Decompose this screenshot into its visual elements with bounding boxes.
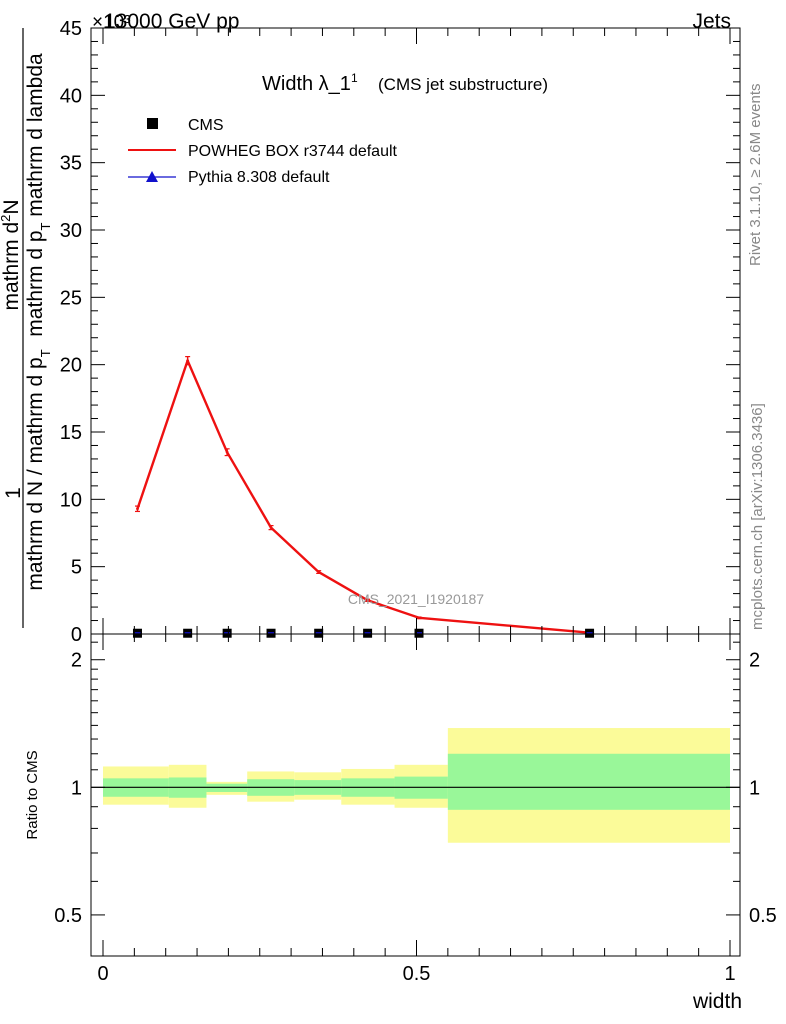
y-tick-label: 25 xyxy=(60,287,82,309)
y-tick-label: 30 xyxy=(60,220,82,242)
plot-subtitle: (CMS jet substructure) xyxy=(378,75,548,94)
ratio-y-axis-title: Ratio to CMS xyxy=(24,750,41,839)
powheg-point xyxy=(317,570,321,574)
ratio-band-1sigma xyxy=(447,753,730,810)
y-tick-label: 20 xyxy=(60,355,82,377)
header-process-label: Jets xyxy=(692,10,731,33)
plot-title: Width λ_11 xyxy=(262,71,358,95)
legend-pythia-label: Pythia 8.308 default xyxy=(188,169,330,186)
ratio-y-tick-label: 2 xyxy=(71,650,82,672)
y-title-denominator-2: mathrm d pT mathrm d lambda xyxy=(24,53,53,337)
main-y-axis-title: 1 mathrm d2N mathrm d N / mathrm d pT ma… xyxy=(0,28,53,628)
legend-cms-label: CMS xyxy=(188,117,224,134)
rivet-version-label: Rivet 3.1.10, ≥ 2.6M events xyxy=(747,84,764,267)
x-axis-title: width xyxy=(692,990,742,1013)
x-tick-label: 0.5 xyxy=(403,963,431,985)
y-title-denominator-1: mathrm d N / mathrm d pT xyxy=(24,349,53,590)
powheg-point xyxy=(417,616,421,620)
powheg-line xyxy=(136,359,590,634)
ratio-y-tick-label-right: 2 xyxy=(749,650,760,672)
y-tick-label: 5 xyxy=(71,557,82,579)
powheg-point xyxy=(269,526,273,530)
mcplots-label: mcplots.cern.ch [arXiv:1306.3436] xyxy=(749,403,766,630)
legend-cms-marker xyxy=(147,118,158,129)
x-tick-label: 1 xyxy=(724,963,735,985)
legend-pythia-marker xyxy=(146,171,158,182)
ratio-y-tick-label: 0.5 xyxy=(54,905,82,927)
x-tick-label: 0 xyxy=(97,963,108,985)
main-plot-area: 0 5 10 15 20 25 30 35 40 45 xyxy=(60,18,741,646)
ratio-y-tick-label: 1 xyxy=(71,777,82,799)
powheg-point xyxy=(225,450,229,454)
y-tick-label: 15 xyxy=(60,422,82,444)
ratio-plot-area: 0.5 0.5 1 1 2 2 0 0.5 1 xyxy=(54,633,777,985)
powheg-point xyxy=(186,359,190,363)
header-energy-label: 13000 GeV pp xyxy=(104,10,239,33)
y-tick-label: 40 xyxy=(60,85,82,107)
y-title-numerator-2: mathrm d2N xyxy=(0,199,23,310)
ratio-plot-frame xyxy=(90,633,741,957)
powheg-point xyxy=(366,598,369,602)
y-multiplier-label: ×10³ xyxy=(92,12,131,33)
y-tick-label: 0 xyxy=(71,624,82,646)
analysis-watermark: CMS_2021_I1920187 xyxy=(348,591,484,607)
ratio-y-tick-label-right: 0.5 xyxy=(749,905,777,927)
y-tick-label: 45 xyxy=(60,18,82,40)
ratio-y-tick-label-right: 1 xyxy=(749,777,760,799)
y-title-numerator-1: 1 xyxy=(2,487,25,499)
y-tick-label: 35 xyxy=(60,153,82,175)
legend: CMS POWHEG BOX r3744 default Pythia 8.30… xyxy=(128,117,398,186)
y-tick-label: 10 xyxy=(60,489,82,511)
legend-powheg-label: POWHEG BOX r3744 default xyxy=(188,143,398,160)
powheg-point xyxy=(136,507,139,511)
